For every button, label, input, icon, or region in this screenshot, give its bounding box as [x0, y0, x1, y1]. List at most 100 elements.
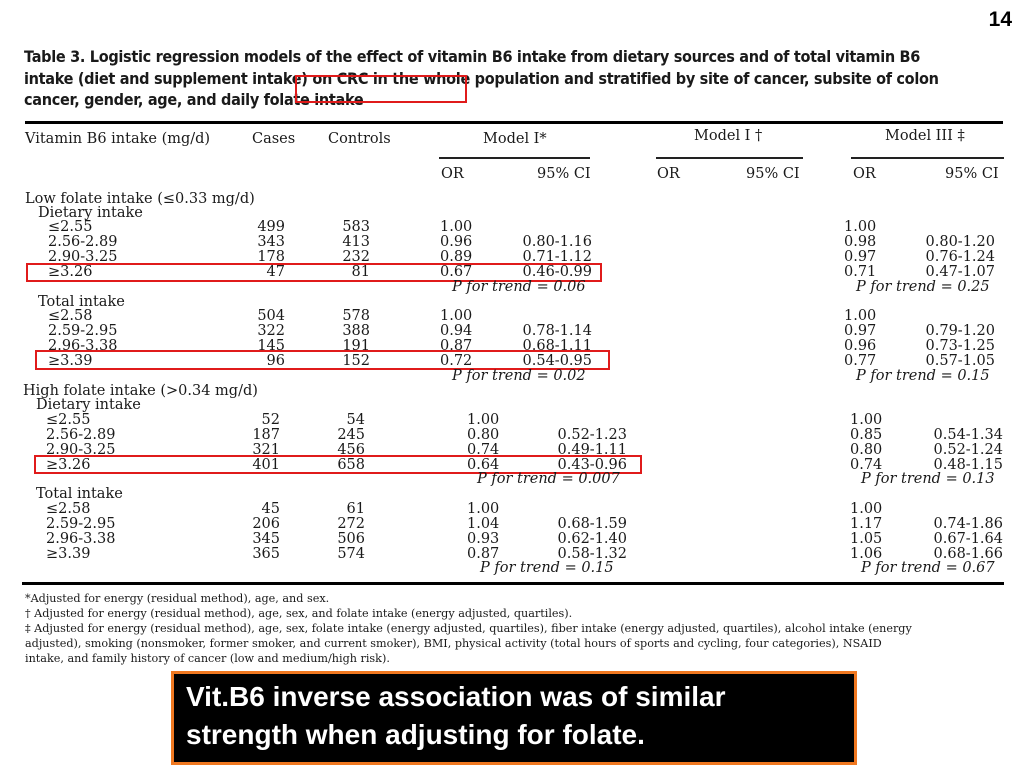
cell-intake: 2.96-3.38 [48, 338, 118, 354]
cell-intake: 2.56-2.89 [48, 234, 118, 250]
cell-cases: 343 [257, 234, 285, 250]
cell-controls: 152 [342, 353, 370, 369]
group-label: Low folate intake (≤0.33 mg/d) [25, 191, 255, 207]
takeaway-callout: Vit.B6 inverse association was of simila… [171, 671, 857, 765]
cell-m3-ci: 0.67-1.64 [933, 531, 1003, 547]
trend-m3: P for trend = 0.67 [861, 560, 995, 576]
cell-intake: 2.96-3.38 [46, 531, 116, 547]
model-1-underline [439, 157, 590, 159]
cell-m1-or: 0.87 [440, 338, 473, 354]
cell-m3-ci: 0.48-1.15 [933, 457, 1003, 473]
footnote-model-3-cont: adjusted), smoking (nonsmoker, former sm… [25, 637, 882, 650]
footnote-model-3: ‡ Adjusted for energy (residual method),… [25, 622, 912, 635]
cell-intake: ≥3.26 [46, 457, 91, 473]
cell-m3-or: 1.00 [850, 412, 883, 428]
cell-m3-or: 0.97 [844, 249, 877, 265]
header-m3-or: OR [853, 166, 876, 182]
header-model-2: Model I † [694, 128, 763, 144]
cell-cases: 45 [261, 501, 280, 517]
cell-m3-or: 1.00 [844, 308, 877, 324]
cell-controls: 574 [337, 546, 365, 562]
cell-m1-ci: 0.58-1.32 [557, 546, 627, 562]
cell-m1-or: 0.67 [440, 264, 473, 280]
cell-intake: ≤2.55 [48, 219, 93, 235]
subgroup-label: Dietary intake [38, 205, 143, 221]
header-m2-or: OR [657, 166, 680, 182]
cell-m3-or: 0.74 [850, 457, 883, 473]
header-intake: Vitamin B6 intake (mg/d) [25, 131, 211, 147]
subgroup-label: Total intake [36, 486, 123, 502]
cell-m3-ci: 0.76-1.24 [925, 249, 995, 265]
model-3-underline [851, 157, 1004, 159]
cell-m1-or: 0.72 [440, 353, 473, 369]
cell-controls: 245 [337, 427, 365, 443]
cell-m3-ci: 0.79-1.20 [925, 323, 995, 339]
header-model-1: Model I* [483, 131, 547, 147]
cell-m1-or: 0.64 [467, 457, 500, 473]
cell-m1-or: 0.94 [440, 323, 473, 339]
cell-cases: 401 [252, 457, 280, 473]
cell-intake: ≤2.55 [46, 412, 91, 428]
cell-m3-ci: 0.52-1.24 [933, 442, 1003, 458]
header-m1-ci: 95% CI [537, 166, 591, 182]
cell-controls: 272 [337, 516, 365, 532]
caption-text: Logistic regression models of the effect… [24, 48, 939, 109]
cell-controls: 388 [342, 323, 370, 339]
caption-label: Table 3. [24, 48, 86, 66]
cell-cases: 47 [266, 264, 285, 280]
cell-m3-or: 0.96 [844, 338, 877, 354]
footnote-model-3-cont: intake, and family history of cancer (lo… [25, 652, 390, 665]
cell-m3-or: 1.00 [844, 219, 877, 235]
footnotes: *Adjusted for energy (residual method), … [25, 591, 1010, 666]
cell-m3-ci: 0.47-1.07 [925, 264, 995, 280]
cell-controls: 578 [342, 308, 370, 324]
cell-m3-ci: 0.74-1.86 [933, 516, 1003, 532]
cell-m1-or: 1.00 [440, 219, 473, 235]
header-cases: Cases [252, 131, 296, 147]
cell-intake: 2.56-2.89 [46, 427, 116, 443]
cell-m1-or: 0.74 [467, 442, 500, 458]
caption-highlight-box [295, 75, 467, 103]
cell-cases: 365 [252, 546, 280, 562]
cell-m3-ci: 0.57-1.05 [925, 353, 995, 369]
row-highlight-box [26, 263, 602, 282]
cell-intake: 2.59-2.95 [48, 323, 118, 339]
cell-cases: 504 [257, 308, 285, 324]
cell-m3-ci: 0.80-1.20 [925, 234, 995, 250]
header-m1-or: OR [441, 166, 464, 182]
cell-m3-or: 0.80 [850, 442, 883, 458]
cell-controls: 191 [342, 338, 370, 354]
cell-m3-or: 1.17 [850, 516, 883, 532]
cell-m1-ci: 0.78-1.14 [522, 323, 592, 339]
subgroup-label: Dietary intake [36, 397, 141, 413]
trend-m1: P for trend = 0.02 [452, 368, 586, 384]
cell-intake: 2.59-2.95 [46, 516, 116, 532]
cell-m3-or: 0.98 [844, 234, 877, 250]
cell-m1-ci: 0.43-0.96 [557, 457, 627, 473]
cell-cases: 96 [266, 353, 285, 369]
trend-m1: P for trend = 0.15 [480, 560, 614, 576]
cell-intake: 2.90-3.25 [48, 249, 118, 265]
subgroup-label: Total intake [38, 294, 125, 310]
table-caption: Table 3. Logistic regression models of t… [24, 47, 940, 112]
cell-intake: ≤2.58 [48, 308, 93, 324]
trend-m3: P for trend = 0.25 [856, 279, 990, 295]
table-bottom-rule [22, 582, 1004, 585]
cell-intake: ≥3.39 [46, 546, 91, 562]
cell-controls: 583 [342, 219, 370, 235]
cell-m1-or: 0.87 [467, 546, 500, 562]
cell-controls: 413 [342, 234, 370, 250]
footnote-model-2: † Adjusted for energy (residual method),… [25, 607, 573, 620]
cell-m1-ci: 0.68-1.59 [557, 516, 627, 532]
cell-m3-or: 0.97 [844, 323, 877, 339]
cell-controls: 658 [337, 457, 365, 473]
cell-m3-or: 1.06 [850, 546, 883, 562]
page-number: 14 [988, 8, 1012, 31]
cell-m3-ci: 0.54-1.34 [933, 427, 1003, 443]
trend-m1: P for trend = 0.007 [477, 471, 620, 487]
row-highlight-box [34, 455, 642, 474]
cell-m3-ci: 0.68-1.66 [933, 546, 1003, 562]
cell-m1-ci: 0.80-1.16 [522, 234, 592, 250]
cell-cases: 322 [257, 323, 285, 339]
cell-cases: 321 [252, 442, 280, 458]
